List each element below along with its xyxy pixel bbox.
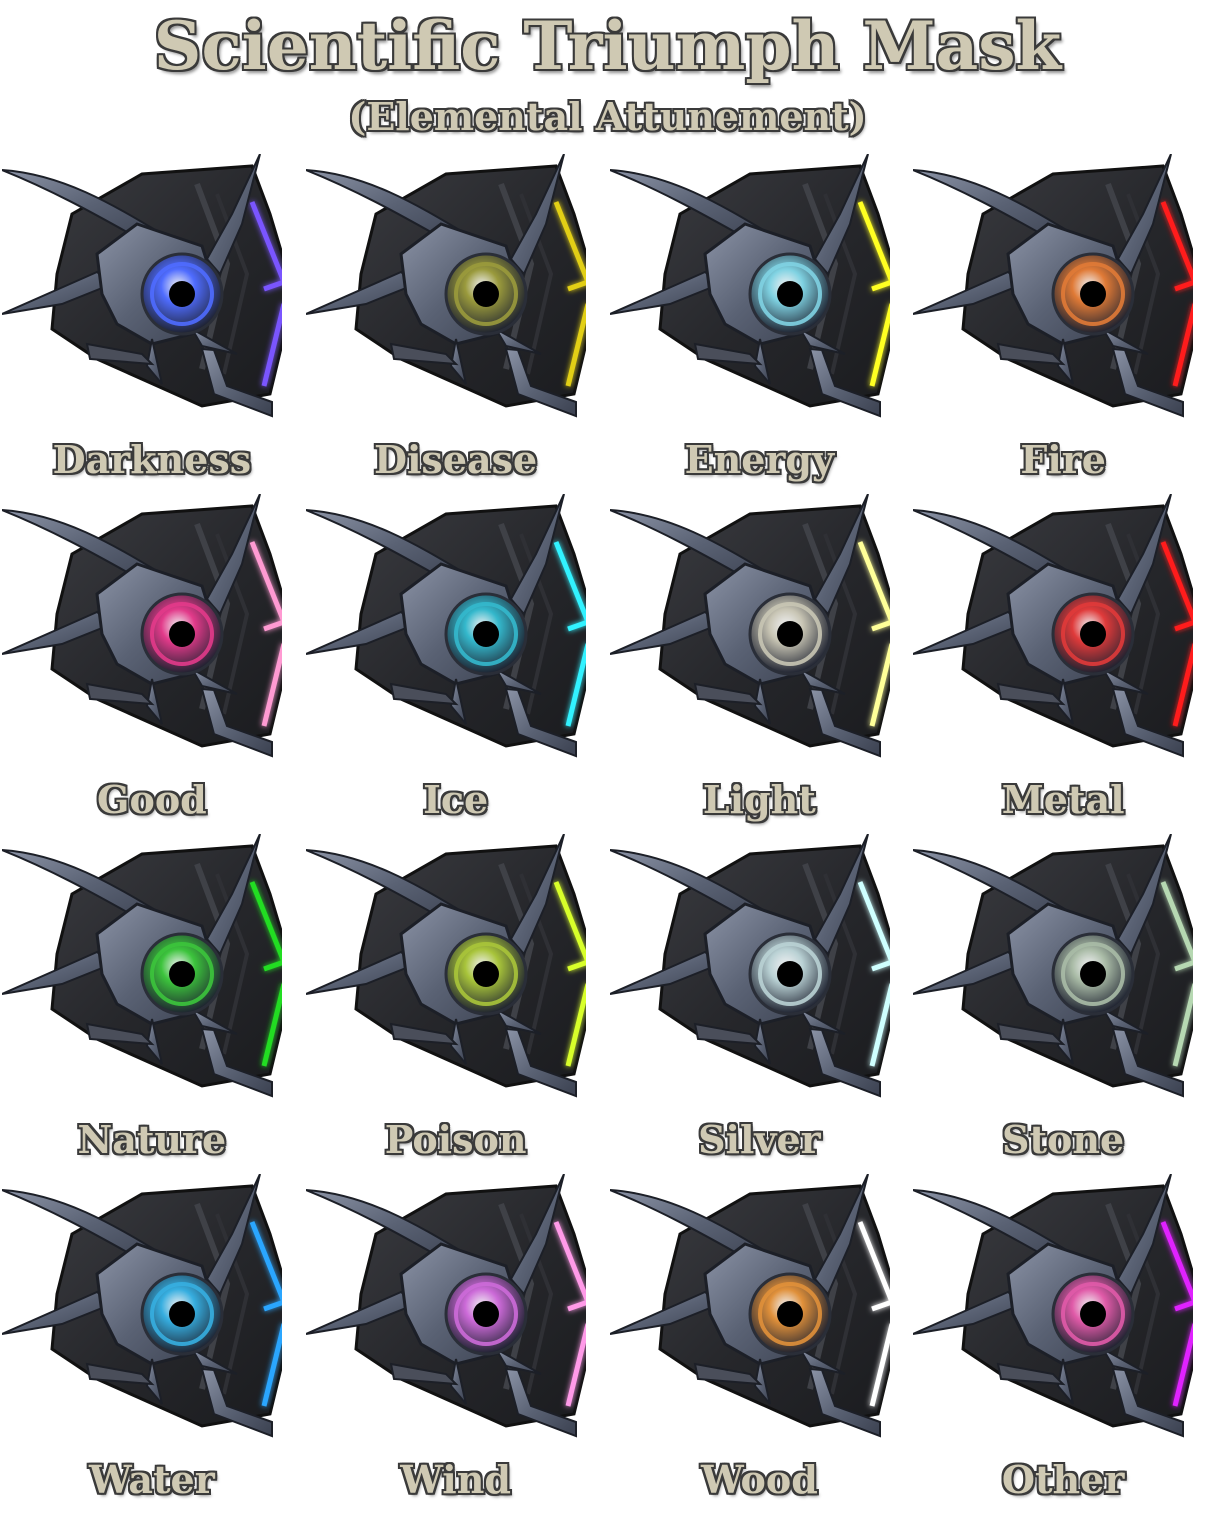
mask-image [913, 154, 1194, 418]
variant-label: Poison [384, 1117, 527, 1162]
mask-variant-fire: Fire [911, 150, 1215, 490]
mask-image [2, 154, 282, 418]
variant-label: Silver [698, 1117, 821, 1162]
mask-image [913, 494, 1194, 758]
mask-image [2, 1174, 282, 1438]
mask-variant-wind: Wind [304, 1170, 608, 1510]
variant-label: Disease [374, 437, 538, 482]
mask-image [609, 154, 890, 418]
mask-image [305, 154, 586, 418]
mask-image [609, 1174, 890, 1438]
mask-variant-disease: Disease [304, 150, 608, 490]
variant-label: Darkness [52, 437, 252, 482]
variant-label: Other [1001, 1457, 1125, 1502]
mask-variant-ice: Ice [304, 490, 608, 830]
mask-image [913, 834, 1194, 1098]
mask-variant-grid: Darkness [0, 150, 1215, 1516]
mask-variant-light: Light [608, 490, 912, 830]
mask-variant-nature: Nature [0, 830, 304, 1170]
mask-image [305, 834, 586, 1098]
mask-image [609, 494, 890, 758]
mask-variant-wood: Wood [608, 1170, 912, 1510]
mask-image [2, 494, 282, 758]
variant-label: Energy [684, 437, 835, 482]
page-subtitle: (Elemental Attunement) [348, 94, 867, 139]
mask-variant-good: Good [0, 490, 304, 830]
mask-variant-poison: Poison [304, 830, 608, 1170]
page-title: Scientific Triumph Mask [153, 7, 1062, 85]
variant-label: Water [89, 1457, 215, 1502]
variant-label: Wood [700, 1457, 818, 1502]
mask-image [305, 1174, 586, 1438]
mask-image [609, 834, 890, 1098]
mask-variant-silver: Silver [608, 830, 912, 1170]
mask-variant-water: Water [0, 1170, 304, 1510]
mask-variant-stone: Stone [911, 830, 1215, 1170]
mask-image [305, 494, 586, 758]
variant-label: Light [702, 777, 816, 822]
variant-label: Nature [77, 1117, 227, 1162]
mask-image [2, 834, 282, 1098]
variant-label: Ice [423, 777, 489, 822]
variant-label: Metal [1001, 777, 1125, 822]
variant-label: Wind [400, 1457, 511, 1502]
mask-variant-other: Other [911, 1170, 1215, 1510]
variant-label: Good [97, 777, 207, 822]
variant-label: Fire [1020, 437, 1106, 482]
mask-variant-metal: Metal [911, 490, 1215, 830]
mask-variant-darkness: Darkness [0, 150, 304, 490]
mask-image [913, 1174, 1194, 1438]
mask-variant-energy: Energy [608, 150, 912, 490]
variant-label: Stone [1002, 1117, 1125, 1162]
